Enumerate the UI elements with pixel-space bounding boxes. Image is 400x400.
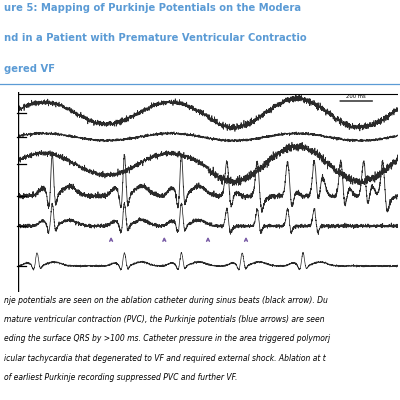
Text: icular tachycardia that degenerated to VF and required external shock. Ablation : icular tachycardia that degenerated to V… — [4, 354, 326, 363]
Text: nd in a Patient with Premature Ventricular Contractio: nd in a Patient with Premature Ventricul… — [4, 34, 307, 44]
Text: 200 ms: 200 ms — [346, 94, 366, 99]
Text: mature ventricular contraction (PVC), the Purkinje potentials (blue arrows) are : mature ventricular contraction (PVC), th… — [4, 315, 325, 324]
Text: nje potentials are seen on the ablation catheter during sinus beats (black arrow: nje potentials are seen on the ablation … — [4, 296, 328, 305]
Text: gered VF: gered VF — [4, 64, 55, 74]
Text: eding the surface QRS by >100 ms. Catheter pressure in the area triggered polymo: eding the surface QRS by >100 ms. Cathet… — [4, 334, 330, 344]
Text: ure 5: Mapping of Purkinje Potentials on the Modera: ure 5: Mapping of Purkinje Potentials on… — [4, 3, 301, 13]
Text: of earliest Purkinje recording suppressed PVC and further VF.: of earliest Purkinje recording suppresse… — [4, 373, 237, 382]
